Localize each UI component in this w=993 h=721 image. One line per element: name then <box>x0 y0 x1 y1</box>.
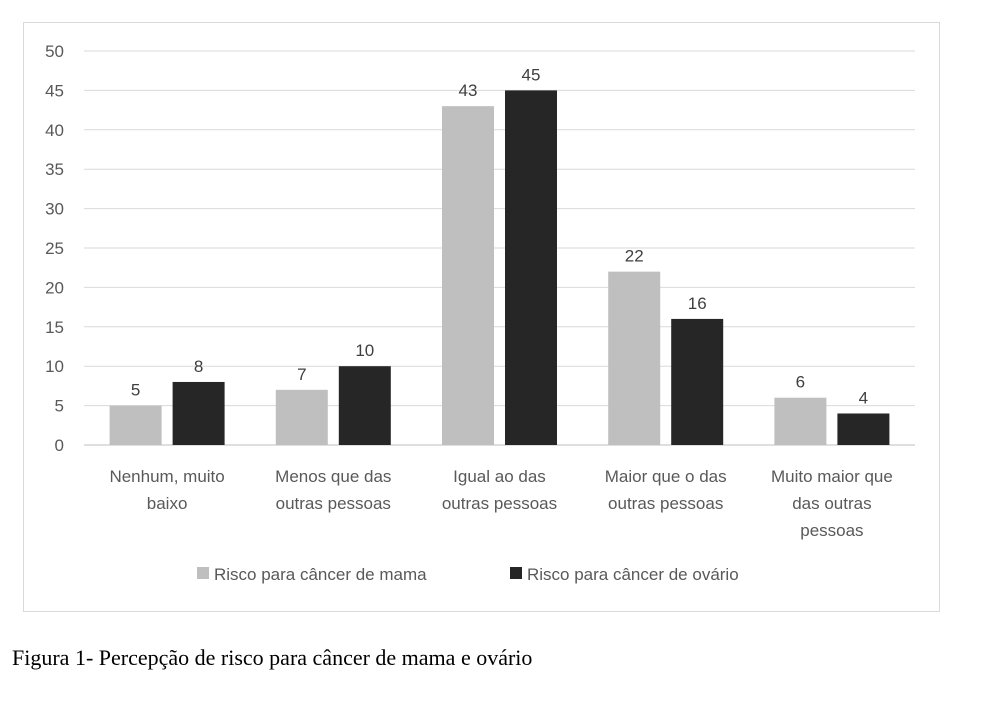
bar-chart: 0 5 10 15 20 25 30 35 40 45 50 5 8 7 10 43 45 22 16 6 4 Nen… <box>45 42 915 584</box>
x-tick-label: Muito maior que das outras pessoas <box>771 467 893 540</box>
bar-mama <box>774 397 827 445</box>
x-tick-label: Igual ao das outras pessoas <box>442 467 557 513</box>
legend-label: Risco para câncer de ovário <box>527 565 739 584</box>
bar-ovario <box>837 413 890 445</box>
data-label: 6 <box>796 373 805 392</box>
y-tick-label: 35 <box>45 160 64 179</box>
bars <box>109 90 890 446</box>
y-tick-label: 15 <box>45 318 64 337</box>
y-tick-label: 5 <box>55 397 64 416</box>
data-label: 16 <box>688 294 707 313</box>
y-tick-label: 30 <box>45 200 64 219</box>
x-axis-ticks: Nenhum, muito baixo Menos que das outras pe… <box>109 467 892 540</box>
figure-caption: Figura 1- Percepção de risco para câncer… <box>12 645 533 670</box>
data-label: 5 <box>131 381 140 400</box>
bar-mama <box>275 389 328 445</box>
bar-ovario <box>338 366 391 445</box>
data-label: 7 <box>297 365 306 384</box>
bar-ovario <box>505 90 557 446</box>
data-label: 22 <box>625 247 644 266</box>
bar-mama <box>608 271 661 445</box>
data-label: 4 <box>859 388 868 407</box>
legend-swatch <box>510 567 522 579</box>
y-tick-label: 25 <box>45 239 64 258</box>
y-tick-label: 20 <box>45 278 64 297</box>
bar-mama <box>442 106 494 445</box>
y-axis-ticks: 0 5 10 15 20 25 30 35 40 45 50 <box>45 42 64 455</box>
x-tick-label: Nenhum, muito baixo <box>109 467 224 513</box>
data-label: 10 <box>355 341 374 360</box>
bar-ovario <box>172 381 225 445</box>
legend-swatch <box>197 567 209 579</box>
y-tick-label: 45 <box>45 81 64 100</box>
legend: Risco para câncer de mama Risco para cânc… <box>197 565 739 584</box>
y-tick-label: 0 <box>55 436 64 455</box>
y-tick-label: 10 <box>45 357 64 376</box>
legend-label: Risco para câncer de mama <box>214 565 427 584</box>
x-tick-label: Maior que o das outras pessoas <box>605 467 727 513</box>
y-tick-label: 40 <box>45 121 64 140</box>
bar-mama <box>109 405 162 445</box>
y-tick-label: 50 <box>45 42 64 61</box>
data-labels: 5 8 7 10 43 45 22 16 6 4 <box>131 65 868 407</box>
data-label: 8 <box>194 357 203 376</box>
data-label: 43 <box>459 81 478 100</box>
x-tick-label: Menos que das outras pessoas <box>275 467 391 513</box>
chart-frame: 0 5 10 15 20 25 30 35 40 45 50 5 8 7 10 43 45 22 16 6 4 Nen… <box>23 22 940 612</box>
data-label: 45 <box>522 65 541 84</box>
bar-ovario <box>671 318 724 445</box>
